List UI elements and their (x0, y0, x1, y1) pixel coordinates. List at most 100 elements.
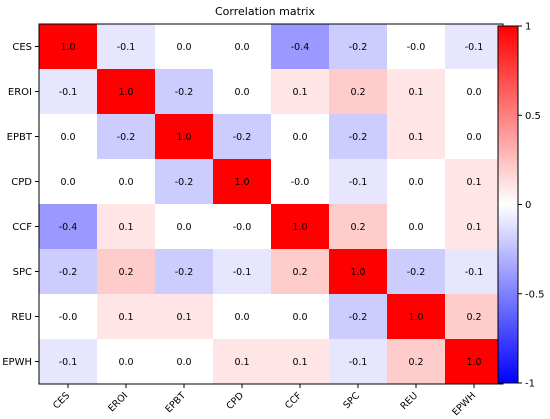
cell-value-label: 0.1 (118, 222, 133, 233)
heatmap-cell (39, 159, 97, 204)
x-axis: CES EROI EPBT CPD CCF SPC REU EPWH (51, 384, 478, 418)
cell-value-label: 0.0 (234, 312, 249, 323)
cell-value-label: -0.2 (175, 177, 194, 188)
cell-value-label: 0.1 (292, 87, 307, 98)
heatmap-cell (213, 339, 271, 384)
heatmap-cell (213, 69, 271, 114)
y-axis: CES EROI EPBT CPD CCF SPC REU EPWH (2, 42, 39, 368)
cell-value-label: 0.0 (60, 132, 75, 143)
cell-value-label: 0.2 (292, 267, 307, 278)
heatmap-cell (97, 114, 155, 159)
heatmap-cell (271, 249, 329, 294)
y-tick-label: CCF (12, 222, 32, 233)
cell-value-label: -0.2 (117, 132, 136, 143)
x-tick-label: EPBT (163, 390, 188, 415)
cell-value-label: 1.0 (292, 222, 307, 233)
cell-value-label: -0.0 (233, 222, 252, 233)
heatmap-cell (387, 204, 445, 249)
cell-value-label: 0.1 (408, 132, 423, 143)
heatmap-cell (155, 69, 213, 114)
heatmap-cell (39, 294, 97, 339)
heatmap-cell (97, 204, 155, 249)
cell-value-label: -0.1 (117, 42, 136, 53)
heatmap-cell (97, 339, 155, 384)
cell-value-label: -0.2 (349, 42, 368, 53)
cell-value-label: 0.0 (466, 132, 481, 143)
heatmap-cell (271, 24, 329, 69)
cell-value-label: 0.1 (118, 312, 133, 323)
heatmap-cell (445, 69, 503, 114)
cell-value-label: 0.0 (118, 357, 133, 368)
heatmap-cell (271, 159, 329, 204)
heatmap-cell (387, 339, 445, 384)
heatmap-cell-labels: 1.0 -0.1 0.0 0.0 -0.4 -0.2 -0.0 -0.1 -0.1 1.0 -0.2… (59, 42, 484, 368)
cell-value-label: 0.0 (60, 177, 75, 188)
heatmap-cell (97, 294, 155, 339)
heatmap-cell (155, 24, 213, 69)
cell-value-label: 0.0 (466, 87, 481, 98)
chart-title: Correlation matrix (215, 5, 316, 18)
heatmap-cell (97, 249, 155, 294)
cell-value-label: -0.4 (59, 222, 78, 233)
heatmap-cell (271, 114, 329, 159)
colorbar-axis: 1 0.5 0 -0.5 -1 (518, 22, 545, 390)
colorbar-tick-label: 0 (525, 200, 531, 211)
cell-value-label: 0.1 (292, 357, 307, 368)
y-tick-label: CES (12, 42, 32, 53)
cell-value-label: 0.2 (118, 267, 133, 278)
heatmap-cell (445, 24, 503, 69)
heatmap-cell (271, 294, 329, 339)
cell-value-label: 1.0 (466, 357, 481, 368)
cell-value-label: 0.2 (350, 87, 365, 98)
cell-value-label: -0.1 (233, 267, 252, 278)
cell-value-label: 1.0 (60, 42, 75, 53)
cell-value-label: -0.2 (407, 267, 426, 278)
cell-value-label: -0.1 (349, 177, 368, 188)
heatmap-cell (155, 294, 213, 339)
heatmap-cell (329, 114, 387, 159)
heatmap-cell (39, 339, 97, 384)
colorbar (497, 25, 519, 384)
heatmap-cell (39, 249, 97, 294)
cell-value-label: -0.2 (175, 87, 194, 98)
heatmap-cell (271, 204, 329, 249)
cell-value-label: 0.0 (408, 177, 423, 188)
heatmap-cell (39, 69, 97, 114)
heatmap-cell (445, 204, 503, 249)
heatmap-cell (155, 114, 213, 159)
heatmap-cell (329, 249, 387, 294)
heatmap-cell (39, 204, 97, 249)
cell-value-label: -0.0 (59, 312, 78, 323)
heatmap-cell (387, 69, 445, 114)
heatmap-cell (155, 249, 213, 294)
cell-value-label: 1.0 (350, 267, 365, 278)
cell-value-label: -0.0 (291, 177, 310, 188)
heatmap-cell (387, 114, 445, 159)
heatmap-cell (387, 249, 445, 294)
heatmap-cell (387, 24, 445, 69)
cell-value-label: -0.0 (407, 42, 426, 53)
heatmap-cell (97, 159, 155, 204)
heatmap-cell (329, 69, 387, 114)
cell-value-label: 0.1 (466, 177, 481, 188)
cell-value-label: -0.1 (465, 267, 484, 278)
heatmap-cell (445, 114, 503, 159)
x-tick-label: CCF (283, 390, 304, 411)
heatmap-cell (445, 339, 503, 384)
heatmap-cell (329, 24, 387, 69)
heatmap-cell (39, 24, 97, 69)
cell-value-label: 0.1 (408, 87, 423, 98)
cell-value-label: 0.0 (176, 357, 191, 368)
heatmap-cell (155, 204, 213, 249)
y-tick-label: CPD (11, 177, 32, 188)
cell-value-label: 0.0 (234, 42, 249, 53)
cell-value-label: 0.2 (350, 222, 365, 233)
y-tick-label: EPWH (2, 357, 32, 368)
heatmap-cell (97, 69, 155, 114)
cell-value-label: 0.0 (176, 222, 191, 233)
y-tick-label: EROI (8, 87, 32, 98)
heatmap-cell (213, 294, 271, 339)
y-tick-label: EPBT (7, 132, 33, 143)
x-tick-label: CPD (224, 390, 246, 412)
